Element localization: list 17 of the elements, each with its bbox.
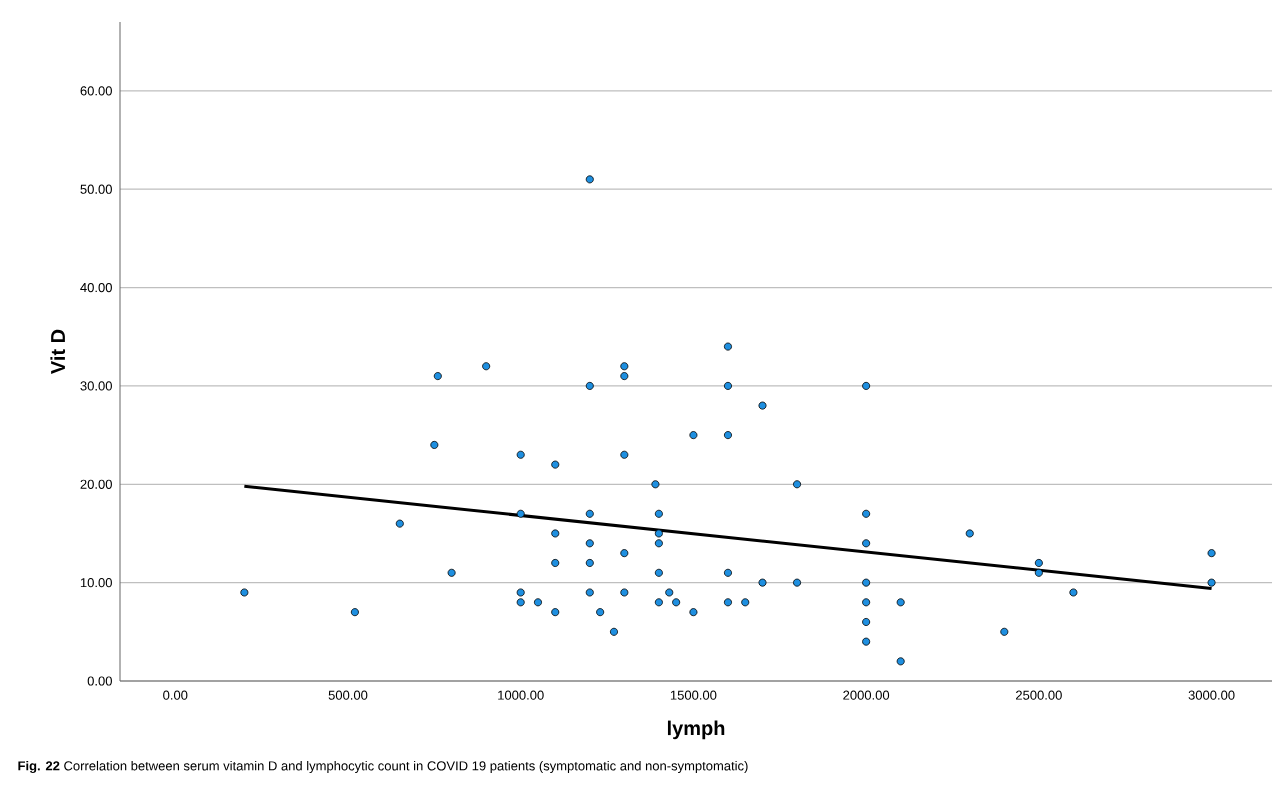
y-tick-label: 0.00 — [87, 676, 112, 686]
y-tick-label: 30.00 — [80, 381, 112, 391]
y-axis-title: Vit D — [50, 329, 66, 374]
x-tick-label: 2000.00 — [843, 690, 890, 700]
y-tick-label: 10.00 — [80, 578, 112, 588]
x-tick-label: 500.00 — [328, 690, 368, 700]
y-tick-label: 20.00 — [80, 479, 112, 489]
y-tick-label: 50.00 — [80, 184, 112, 194]
text: Fig. 22 Correlation between serum vitamin D and lymphocytic count in COVID 19 patients (symptomatic and non-symptomatic) — [18, 760, 748, 774]
x-tick-label: 3000.00 — [1188, 690, 1235, 700]
x-tick-label: 1500.00 — [670, 690, 717, 700]
y-tick-label: 60.00 — [80, 86, 112, 96]
x-tick-label: 0.00 — [163, 690, 188, 700]
x-tick-label: 2500.00 — [1016, 690, 1062, 700]
x-axis-title: lymph — [667, 720, 725, 740]
x-tick-label: 1000.00 — [498, 690, 544, 700]
y-tick-label: 40.00 — [80, 282, 112, 293]
